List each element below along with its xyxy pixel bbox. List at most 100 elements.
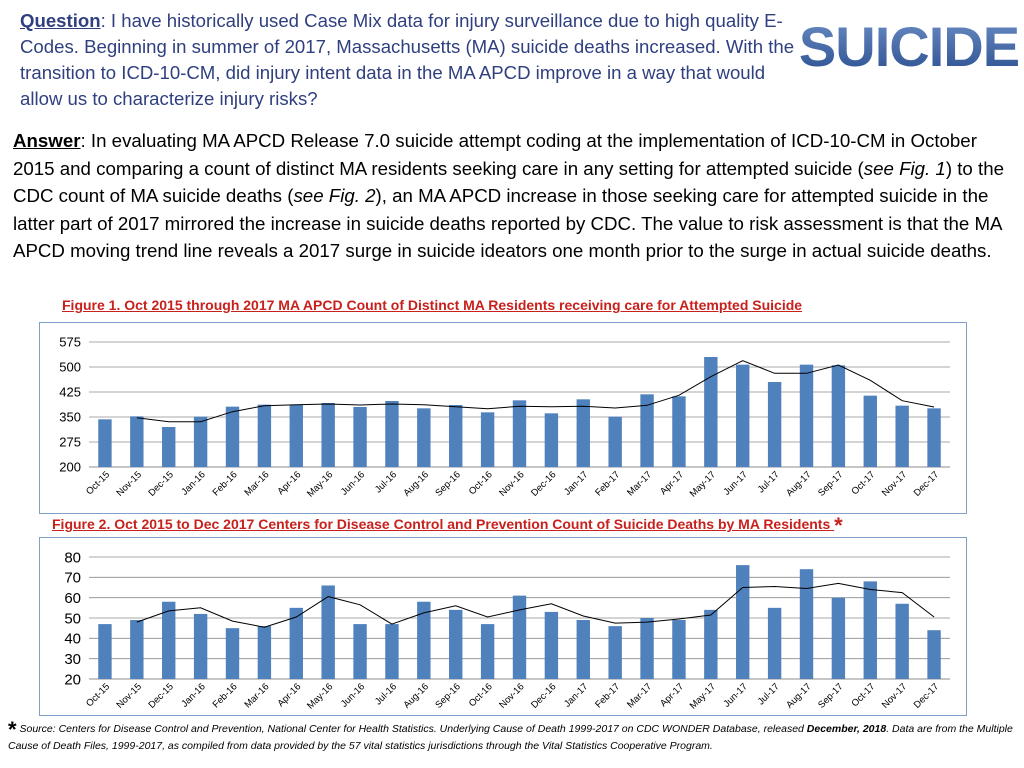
bar bbox=[704, 609, 718, 679]
x-tick-label: Oct-16 bbox=[467, 681, 495, 709]
answer-text: Answer: In evaluating MA APCD Release 7.… bbox=[13, 127, 1013, 265]
suicide-logo: SUICIDE bbox=[799, 15, 1020, 76]
x-tick-label: Oct-16 bbox=[467, 469, 495, 497]
x-tick-label: Mar-17 bbox=[625, 681, 654, 710]
bar bbox=[449, 609, 463, 679]
bar bbox=[895, 405, 909, 467]
x-tick-label: Dec-17 bbox=[912, 469, 941, 498]
bar bbox=[98, 624, 112, 679]
y-tick-label: 30 bbox=[64, 651, 81, 668]
bar bbox=[544, 611, 559, 679]
bar bbox=[895, 603, 909, 679]
x-tick-label: Aug-17 bbox=[784, 469, 813, 498]
source-footnote: * Source: Centers for Disease Control an… bbox=[8, 719, 1018, 755]
x-tick-label: May-16 bbox=[305, 469, 335, 499]
x-tick-label: Jun-17 bbox=[722, 469, 750, 497]
x-tick-label: Mar-16 bbox=[242, 681, 271, 710]
question-label: Question bbox=[20, 10, 101, 31]
bar bbox=[480, 624, 495, 679]
question-text: Question: I have historically used Case … bbox=[20, 8, 795, 112]
bar bbox=[608, 626, 622, 679]
y-tick-label: 275 bbox=[59, 435, 81, 450]
bar bbox=[863, 581, 877, 679]
bar bbox=[512, 595, 527, 679]
bar bbox=[544, 413, 559, 467]
y-tick-label: 80 bbox=[64, 549, 81, 566]
x-tick-label: Apr-17 bbox=[658, 469, 686, 497]
x-tick-label: Apr-17 bbox=[658, 681, 686, 709]
x-tick-label: Jul-17 bbox=[756, 681, 782, 707]
bar bbox=[767, 607, 782, 679]
y-tick-label: 350 bbox=[59, 410, 81, 425]
y-tick-label: 70 bbox=[64, 570, 81, 587]
bar bbox=[512, 400, 527, 467]
x-tick-label: Jan-16 bbox=[179, 681, 207, 709]
x-tick-label: Nov-16 bbox=[497, 681, 526, 710]
bar bbox=[640, 394, 654, 467]
x-tick-label: Jul-17 bbox=[756, 469, 782, 495]
x-tick-label: Nov-15 bbox=[115, 681, 144, 710]
y-tick-label: 425 bbox=[59, 385, 81, 400]
x-tick-label: Oct-17 bbox=[849, 469, 877, 497]
x-tick-label: Sep-17 bbox=[816, 469, 845, 498]
x-tick-label: Sep-16 bbox=[433, 681, 462, 710]
x-tick-label: Feb-16 bbox=[211, 469, 240, 498]
x-tick-label: Apr-16 bbox=[275, 681, 303, 709]
y-tick-label: 50 bbox=[64, 610, 81, 627]
y-tick-label: 40 bbox=[64, 631, 81, 648]
figure-2-chart: 20 30 40 50 60 70 80 Oct-15 Nov-15 Dec-15 Jan-16 Fe… bbox=[39, 537, 967, 716]
y-tick-label: 500 bbox=[59, 360, 81, 375]
figure-1-title-text: Figure 1. Oct 2015 through 2017 MA APCD … bbox=[62, 297, 803, 313]
figure-2-reference: see Fig. 2 bbox=[293, 185, 376, 206]
x-tick-label: Sep-16 bbox=[433, 469, 462, 498]
bar bbox=[130, 416, 144, 467]
bar bbox=[162, 601, 176, 679]
bar bbox=[193, 613, 208, 679]
y-tick-label: 60 bbox=[64, 590, 81, 607]
x-tick-label: May-16 bbox=[305, 681, 335, 711]
bar bbox=[480, 412, 495, 467]
bar bbox=[608, 416, 622, 467]
x-tick-label: May-17 bbox=[688, 681, 718, 711]
answer-label: Answer bbox=[13, 130, 81, 151]
bar bbox=[704, 357, 718, 467]
bar bbox=[799, 569, 814, 679]
x-tick-label: Dec-16 bbox=[529, 681, 558, 710]
bar bbox=[321, 585, 335, 679]
bar bbox=[576, 620, 590, 679]
bar bbox=[98, 419, 112, 467]
x-tick-label: May-17 bbox=[688, 469, 718, 499]
figure-1-title: Figure 1. Oct 2015 through 2017 MA APCD … bbox=[62, 297, 802, 313]
bar bbox=[927, 408, 941, 467]
x-tick-label: Oct-15 bbox=[84, 681, 112, 709]
x-tick-label: Nov-17 bbox=[880, 681, 909, 710]
x-tick-label: Mar-16 bbox=[242, 469, 271, 498]
x-tick-label: Mar-17 bbox=[625, 469, 654, 498]
figure-1-reference: see Fig. 1 bbox=[863, 157, 946, 179]
x-tick-label: Nov-17 bbox=[880, 469, 909, 498]
x-tick-label: Jun-16 bbox=[339, 469, 367, 497]
bar bbox=[321, 403, 335, 467]
logo-text: SUICIDE bbox=[799, 15, 1019, 76]
x-tick-label: Jul-16 bbox=[373, 681, 399, 707]
bar bbox=[225, 628, 240, 679]
figure-1-chart: 200 275 350 425 500 575 Oct-15 Nov-15 Dec-15 Jan-… bbox=[39, 322, 967, 514]
bar bbox=[672, 620, 686, 679]
x-tick-label: Dec-16 bbox=[529, 469, 558, 498]
bar bbox=[736, 364, 750, 467]
bar bbox=[799, 364, 814, 467]
bar bbox=[257, 626, 272, 679]
x-tick-label: Oct-17 bbox=[849, 681, 877, 709]
bar bbox=[927, 630, 941, 679]
answer-part1: : In evaluating MA APCD Release 7.0 suic… bbox=[13, 130, 977, 179]
answer-part3: ), an MA APCD increase in those seeking … bbox=[13, 185, 1002, 261]
x-tick-label: Sep-17 bbox=[816, 681, 845, 710]
x-tick-label: Jun-16 bbox=[339, 681, 367, 709]
trend-line bbox=[136, 360, 935, 423]
y-tick-label: 20 bbox=[64, 671, 81, 688]
x-tick-label: Feb-17 bbox=[593, 469, 622, 498]
bar bbox=[353, 624, 367, 679]
bar bbox=[767, 382, 782, 467]
